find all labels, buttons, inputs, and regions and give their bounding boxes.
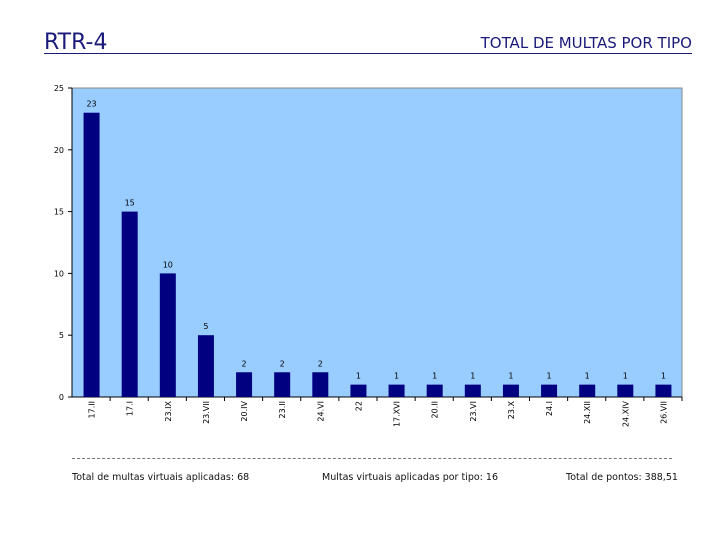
data-label: 1 xyxy=(508,372,513,381)
total-fines-label: Total de multas virtuais aplicadas: 68 xyxy=(72,472,250,483)
y-tick-label: 10 xyxy=(54,269,64,278)
bar xyxy=(121,211,138,397)
page-title: RTR-4 xyxy=(44,30,108,55)
category-label: 23.VII xyxy=(202,401,211,424)
bar xyxy=(502,384,519,397)
category-label: 20.II xyxy=(431,401,440,418)
category-label: 23.VI xyxy=(469,401,478,422)
category-label: 20.IV xyxy=(240,400,249,421)
category-label: 22 xyxy=(354,401,363,411)
data-label: 2 xyxy=(242,359,247,368)
data-label: 2 xyxy=(318,359,323,368)
data-label: 15 xyxy=(125,199,135,208)
y-tick-label: 25 xyxy=(54,84,64,93)
y-tick-label: 15 xyxy=(54,208,64,217)
data-label: 1 xyxy=(547,372,552,381)
bar xyxy=(541,384,558,397)
data-label: 1 xyxy=(661,372,666,381)
data-label: 5 xyxy=(203,322,208,331)
title-underline xyxy=(44,53,692,54)
bar xyxy=(464,384,481,397)
bar xyxy=(655,384,672,397)
data-label: 10 xyxy=(163,260,173,269)
total-points-label: Total de pontos: 388,51 xyxy=(566,472,678,483)
data-label: 1 xyxy=(432,372,437,381)
data-label: 1 xyxy=(585,372,590,381)
category-label: 24.XIV xyxy=(621,400,630,427)
bar xyxy=(236,372,253,397)
y-tick-label: 20 xyxy=(54,146,64,155)
bar xyxy=(274,372,291,397)
bar xyxy=(197,335,214,397)
y-tick-label: 0 xyxy=(59,393,64,402)
data-label: 1 xyxy=(470,372,475,381)
bar xyxy=(426,384,443,397)
category-label: 23.IX xyxy=(164,400,173,421)
bar xyxy=(312,372,329,397)
fines-per-type-label: Multas virtuais aplicadas por tipo: 16 xyxy=(322,472,498,483)
footer-divider xyxy=(72,458,672,459)
data-label: 23 xyxy=(86,100,96,109)
data-label: 1 xyxy=(394,372,399,381)
bar xyxy=(83,112,100,397)
data-label: 2 xyxy=(280,359,285,368)
y-tick-label: 5 xyxy=(59,331,64,340)
category-label: 24.XII xyxy=(583,401,592,424)
chart-title: TOTAL DE MULTAS POR TIPO xyxy=(480,34,692,52)
bar xyxy=(159,273,176,397)
category-label: 23.II xyxy=(278,401,287,418)
category-label: 17.I xyxy=(126,401,135,416)
category-label: 17.II xyxy=(88,401,97,418)
bar xyxy=(617,384,634,397)
category-label: 17.XVI xyxy=(393,401,402,427)
data-label: 1 xyxy=(356,372,361,381)
data-label: 1 xyxy=(623,372,628,381)
bar xyxy=(579,384,596,397)
category-label: 23.X xyxy=(507,400,516,419)
bar xyxy=(350,384,367,397)
category-label: 24.I xyxy=(545,401,554,416)
bar xyxy=(388,384,405,397)
category-label: 24.VI xyxy=(316,401,325,422)
category-label: 26.VII xyxy=(659,401,668,424)
